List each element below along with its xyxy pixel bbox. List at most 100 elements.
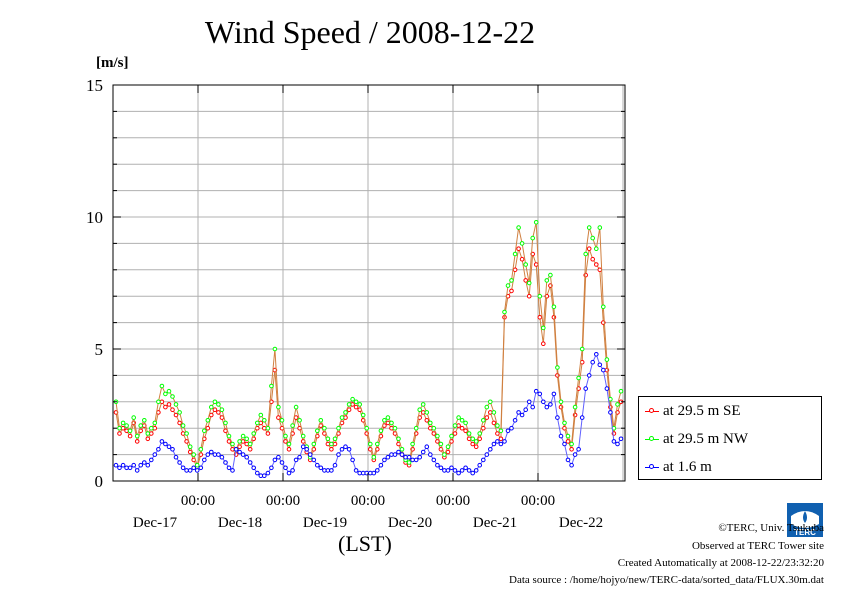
data-point [442,452,447,457]
data-point [368,441,373,447]
data-point [180,423,186,428]
data-point [466,431,472,436]
data-point [495,431,500,436]
data-point [410,441,415,447]
axes: 0 5 10 15 00:00 00:00 00:00 00:00 00:00 … [86,76,625,531]
data-point [452,431,458,436]
data-point [431,425,437,431]
data-point [247,447,253,452]
data-point [205,452,211,457]
data-point [198,465,204,471]
data-point [149,425,154,431]
data-point [219,415,225,420]
data-point [516,410,521,415]
data-point [212,399,218,405]
data-point [276,404,281,410]
data-point [124,423,129,428]
data-point [346,407,352,413]
data-point [226,439,232,444]
data-point [329,468,334,473]
data-point [244,436,249,442]
data-point [251,465,256,471]
x-time-tick-label: 00:00 [266,493,300,509]
data-point [290,468,295,473]
data-point [428,420,433,426]
data-point [452,423,458,428]
data-point [548,402,553,407]
data-point [435,433,440,439]
data-point [431,457,437,463]
data-point [300,444,306,450]
data-point [170,394,175,399]
data-point [481,457,486,463]
data-point [205,425,211,431]
data-point [569,462,574,468]
data-point [180,465,186,471]
data-point [562,441,567,447]
data-source-text: Data source : /home/hojyo/new/TERC-data/… [509,574,824,586]
data-point [230,447,235,452]
data-point [346,402,352,407]
data-point [590,235,596,241]
data-point [269,465,274,471]
data-point [449,465,454,471]
data-point [237,439,242,444]
data-point [406,454,412,460]
data-point [350,396,355,402]
data-point [290,423,295,428]
data-point [339,447,345,452]
data-point [357,402,363,407]
data-point [237,449,242,455]
data-point [258,412,264,418]
data-point [223,420,228,426]
data-point [315,428,320,434]
data-point [283,465,288,471]
plot-frame [112,84,626,482]
data-point [576,447,581,452]
data-point [138,462,143,468]
data-point [262,425,267,431]
data-point [470,441,476,447]
data-point [240,452,246,457]
data-point [544,278,550,283]
data-point [304,447,310,452]
data-point [276,415,281,420]
data-point [512,267,518,273]
data-point [558,433,564,439]
data-point [240,433,246,439]
data-point [583,251,589,257]
data-point [297,418,302,423]
data-point [202,428,207,434]
data-point [346,447,352,452]
data-point [311,457,317,463]
data-point [548,272,553,278]
data-point [459,468,465,473]
data-point [477,436,483,442]
data-point [445,468,451,473]
data-point [392,452,398,457]
data-point [594,352,599,357]
data-point [428,452,433,457]
x-time-tick-label: 00:00 [351,493,385,509]
data-point [569,447,574,452]
data-point [516,246,521,251]
data-point [537,391,543,397]
data-point [438,465,444,471]
data-point [463,420,468,426]
data-point [495,423,500,428]
data-point [586,373,592,378]
data-point [191,465,196,471]
data-point [142,418,147,423]
data-point [516,225,521,230]
data-point [329,447,334,452]
data-point [315,462,320,468]
data-point [120,425,126,431]
data-point [163,441,168,447]
data-point [286,441,292,447]
data-point [219,407,225,413]
data-point [544,404,550,410]
data-point [194,462,200,468]
data-point [134,468,140,473]
data-point [618,388,624,394]
